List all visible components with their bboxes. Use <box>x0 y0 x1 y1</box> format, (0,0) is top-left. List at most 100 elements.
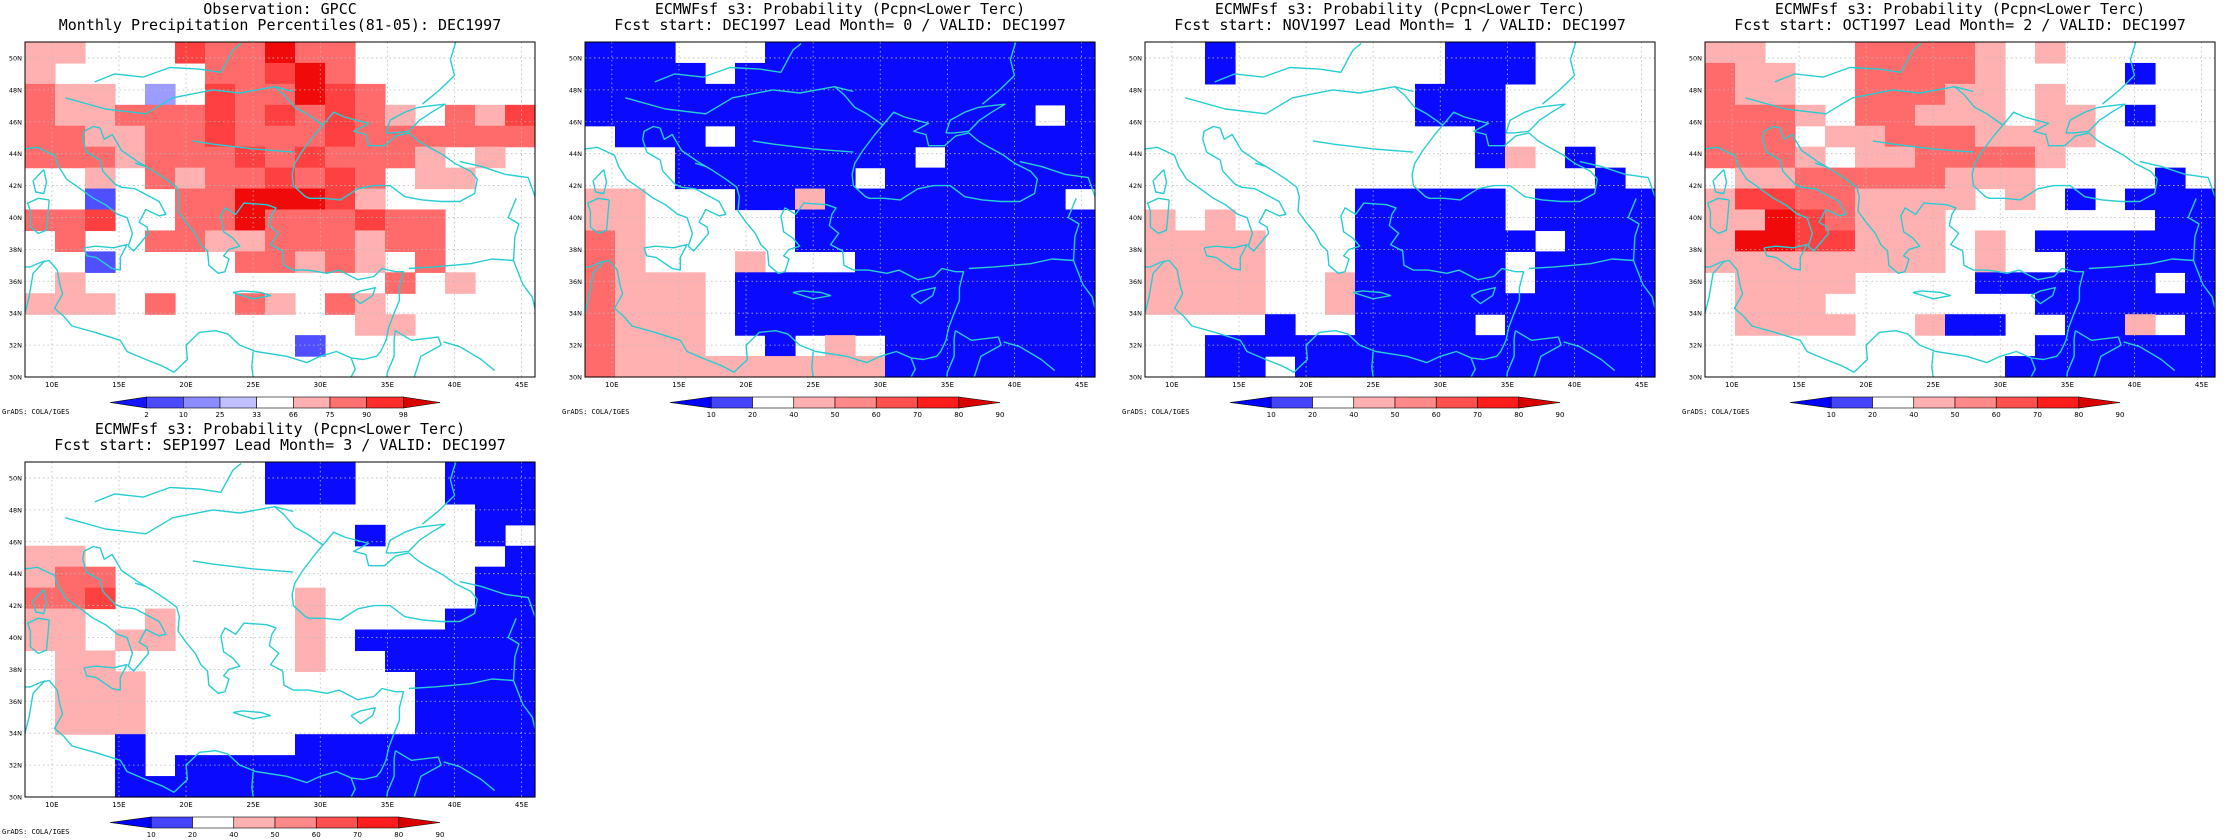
shaded-cell <box>415 692 446 714</box>
shaded-cell <box>915 293 946 315</box>
shaded-cell <box>945 293 976 315</box>
shaded-cell <box>1765 62 1796 85</box>
colorbar-segment <box>1394 396 1437 409</box>
colorbar-tick-label: 90 <box>2116 411 2125 419</box>
colorbar-segment <box>1229 396 1272 409</box>
shaded-cell <box>1945 62 1976 85</box>
shaded-cell <box>1735 230 1766 252</box>
shaded-cell <box>1475 272 1506 294</box>
shaded-cell <box>855 209 886 232</box>
shaded-cell <box>295 83 326 106</box>
shaded-cell <box>85 251 116 273</box>
colorbar-segment <box>403 396 441 409</box>
shaded-cell <box>1355 293 1386 315</box>
shaded-cell <box>735 125 766 148</box>
colorbar-segment <box>1518 396 1561 409</box>
colorbar-tick-label: 60 <box>312 831 321 839</box>
shaded-cell <box>1705 104 1736 127</box>
shaded-cell <box>825 230 856 252</box>
lat-tick-label: 42N <box>569 182 582 190</box>
coastline <box>1094 166 1095 210</box>
shaded-cell <box>825 293 856 315</box>
shaded-cell <box>295 462 326 484</box>
shaded-cell <box>175 42 206 64</box>
shaded-cell <box>1735 125 1766 148</box>
lon-tick-label: 15E <box>1232 381 1245 389</box>
shaded-cell <box>765 188 796 211</box>
shaded-cell <box>2155 335 2186 357</box>
shaded-cell <box>1535 356 1566 378</box>
shaded-cell <box>385 629 416 652</box>
coastline <box>134 162 147 168</box>
shaded-cell <box>1475 188 1506 211</box>
shaded-cell <box>475 650 506 672</box>
shaded-cell <box>265 42 296 64</box>
shaded-cell <box>415 713 446 735</box>
colorbar-tick-label: 80 <box>954 411 963 419</box>
shaded-cell <box>385 755 416 777</box>
shaded-cell <box>145 146 176 169</box>
shaded-cell <box>1825 167 1856 190</box>
shaded-cell <box>1595 314 1626 336</box>
colorbar-tick-label: 20 <box>1868 411 1877 419</box>
shaded-cell <box>1415 83 1446 106</box>
shaded-cell <box>1625 293 1656 315</box>
colorbar-tick-label: 90 <box>436 831 445 839</box>
shaded-cell <box>1205 335 1236 357</box>
shaded-cell <box>1205 230 1236 252</box>
colorbar-segment <box>219 396 257 409</box>
coastline <box>534 586 535 630</box>
coastline <box>1954 86 2004 126</box>
shaded-cell <box>2125 314 2156 336</box>
shaded-cell <box>1915 314 1946 336</box>
coastline <box>1394 86 1444 126</box>
shaded-cell <box>855 314 886 336</box>
shaded-cell <box>915 167 946 190</box>
coastline <box>2030 287 2056 305</box>
shaded-cell <box>855 83 886 106</box>
shaded-cell <box>975 356 1006 378</box>
shaded-cell <box>1915 125 1946 148</box>
shaded-cell <box>355 776 386 798</box>
coastline <box>25 547 405 793</box>
shaded-cell <box>855 125 886 148</box>
shaded-cell <box>1065 356 1096 378</box>
shaded-cell <box>915 104 946 127</box>
shaded-cell <box>1325 293 1356 315</box>
shaded-cell <box>2125 356 2156 378</box>
shaded-cell <box>1415 356 1446 378</box>
shaded-cell <box>825 104 856 127</box>
lat-tick-label: 36N <box>569 278 582 286</box>
colorbar-tick-label: 60 <box>872 411 881 419</box>
shaded-cell <box>2155 188 2186 211</box>
lon-tick-label: 40E <box>448 801 461 809</box>
shaded-cell <box>855 272 886 294</box>
coastline <box>585 127 965 373</box>
shaded-cell <box>945 62 976 85</box>
lon-tick-label: 45E <box>1075 381 1088 389</box>
coastline <box>1705 125 1847 252</box>
shaded-cell <box>55 272 86 294</box>
shaded-cell <box>1765 209 1796 232</box>
shaded-cell <box>1795 293 1826 315</box>
shaded-cell <box>2185 314 2216 336</box>
map-frame <box>1144 41 1656 378</box>
lat-tick-label: 34N <box>569 310 582 318</box>
shaded-cell <box>885 251 916 273</box>
shaded-cell <box>85 671 116 693</box>
colorbar-tick-label: 10 <box>707 411 716 419</box>
shaded-cell <box>735 251 766 273</box>
lat-tick-label: 38N <box>569 246 582 254</box>
coastline <box>251 771 254 797</box>
shaded-cell <box>2035 335 2066 357</box>
lon-tick-label: 25E <box>246 381 259 389</box>
shaded-cell <box>325 230 356 252</box>
colorbar-tick-label: 70 <box>2033 411 2042 419</box>
colorbar-segment <box>917 396 960 409</box>
shaded-cell <box>885 209 916 232</box>
shaded-cell <box>475 734 506 756</box>
shaded-cell <box>2185 230 2216 252</box>
shaded-cell <box>1595 293 1626 315</box>
shaded-cell <box>2035 356 2066 378</box>
colorbar-segment <box>1435 396 1478 409</box>
